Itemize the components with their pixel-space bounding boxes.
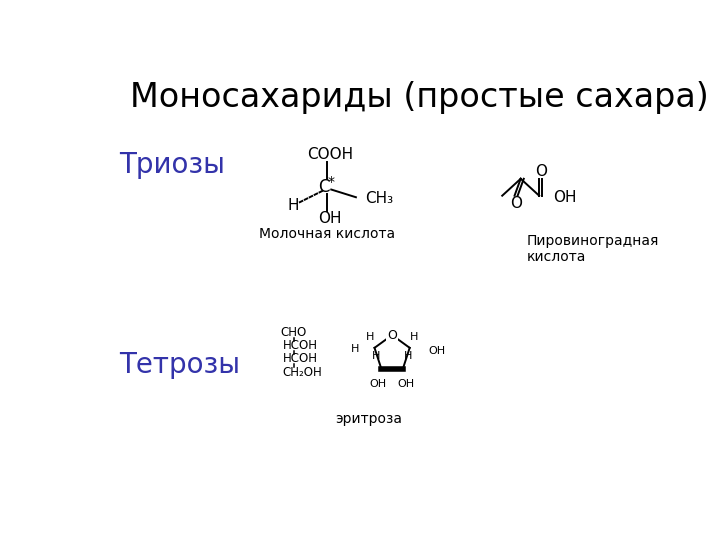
Text: Пировиноградная
кислота: Пировиноградная кислота — [527, 234, 660, 265]
Text: O: O — [510, 196, 522, 211]
Text: H: H — [366, 332, 374, 342]
Text: O: O — [535, 164, 546, 179]
Text: COOH: COOH — [307, 147, 353, 161]
Text: HCOH: HCOH — [283, 339, 318, 353]
Text: Тетрозы: Тетрозы — [119, 351, 240, 379]
Text: CH₂OH: CH₂OH — [283, 366, 323, 379]
Text: H: H — [351, 345, 359, 354]
Text: OH: OH — [428, 346, 445, 356]
Text: Молочная кислота: Молочная кислота — [258, 227, 395, 241]
Text: *: * — [328, 175, 335, 189]
Text: C: C — [318, 178, 330, 196]
Text: эритроза: эритроза — [336, 412, 402, 426]
Text: Моносахариды (простые сахара): Моносахариды (простые сахара) — [130, 80, 709, 113]
Text: CH₃: CH₃ — [365, 191, 393, 206]
Text: O: O — [387, 328, 397, 342]
Text: H: H — [404, 350, 413, 361]
Text: CHO: CHO — [280, 326, 307, 339]
Text: HCOH: HCOH — [283, 353, 318, 366]
Text: OH: OH — [369, 379, 387, 389]
Text: H: H — [287, 198, 299, 213]
Text: H: H — [372, 350, 380, 361]
Text: OH: OH — [318, 211, 341, 226]
Text: OH: OH — [553, 190, 577, 205]
Text: OH: OH — [397, 379, 415, 389]
Text: H: H — [410, 332, 418, 342]
Text: Триозы: Триозы — [119, 151, 225, 179]
